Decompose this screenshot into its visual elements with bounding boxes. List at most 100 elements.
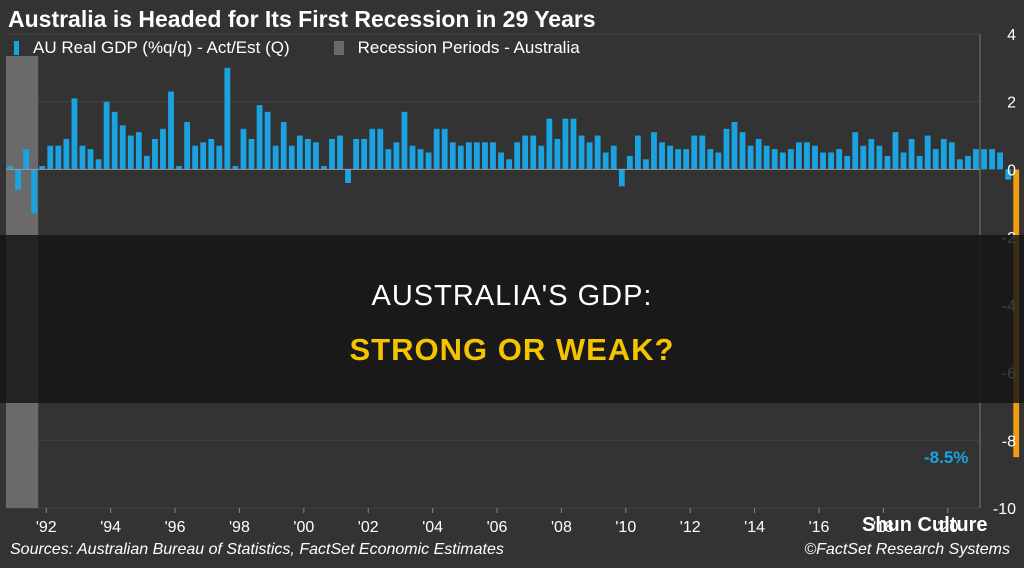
bar — [127, 135, 134, 170]
bar — [844, 155, 851, 170]
y-tick-label: -10 — [993, 501, 1016, 518]
bar — [715, 152, 722, 170]
bar — [385, 149, 392, 170]
bar — [852, 132, 859, 170]
bar — [779, 152, 786, 170]
x-tick-label: '10 — [615, 519, 636, 536]
bar — [304, 138, 311, 170]
bar — [361, 138, 368, 170]
bar — [554, 138, 561, 170]
bar — [264, 111, 271, 170]
bar — [755, 138, 762, 170]
bar — [876, 145, 883, 170]
bar — [675, 149, 682, 170]
bar — [176, 166, 182, 170]
bar — [498, 152, 504, 170]
bar — [546, 118, 553, 170]
bar — [409, 145, 416, 170]
x-tick-label: '02 — [358, 519, 379, 536]
bar — [433, 128, 440, 170]
bar — [216, 145, 223, 170]
bar — [337, 135, 343, 170]
bar — [940, 138, 947, 170]
y-tick-label: 0 — [1007, 162, 1016, 179]
bar — [667, 145, 673, 170]
bar — [514, 142, 521, 170]
bar — [1005, 169, 1012, 180]
bar — [79, 145, 86, 170]
bar — [538, 145, 545, 170]
bar — [272, 145, 279, 170]
bar — [15, 169, 21, 190]
bar — [860, 145, 867, 170]
bar — [457, 145, 464, 170]
bar — [152, 138, 158, 170]
bar — [787, 149, 794, 170]
bar — [313, 142, 319, 170]
bar — [393, 142, 400, 170]
bar — [643, 159, 649, 170]
bar — [441, 128, 448, 170]
bar — [240, 128, 247, 170]
bar — [747, 145, 754, 170]
bar — [916, 155, 923, 170]
bar — [7, 166, 13, 170]
y-tick-label: -8 — [1002, 433, 1016, 450]
bar — [981, 149, 987, 170]
bar — [168, 91, 174, 170]
x-tick-label: '08 — [551, 519, 572, 536]
x-tick-label: '12 — [680, 519, 701, 536]
bar — [482, 142, 488, 170]
bar — [634, 135, 641, 170]
bar — [296, 135, 303, 170]
bar — [111, 111, 118, 170]
bar — [884, 155, 891, 170]
bar — [490, 142, 496, 170]
bar — [280, 122, 287, 170]
bar — [626, 155, 633, 170]
bar — [956, 159, 963, 170]
bar — [795, 142, 802, 170]
y-tick-label: 2 — [1007, 95, 1016, 112]
bar — [345, 169, 352, 183]
y-tick-label: 4 — [1007, 27, 1016, 44]
x-tick-label: '18 — [873, 519, 894, 536]
x-tick-label: '04 — [422, 519, 443, 536]
bar — [618, 169, 625, 187]
bar — [401, 111, 408, 170]
legend-label-gdp: AU Real GDP (%q/q) - Act/Est (Q) — [33, 38, 290, 57]
chart-copyright: ©FactSet Research Systems — [804, 541, 1010, 558]
bar — [329, 138, 335, 170]
bar — [465, 142, 472, 170]
bar — [731, 122, 738, 170]
legend-swatch-recession — [333, 41, 344, 55]
bar — [103, 101, 110, 170]
bar — [160, 128, 166, 170]
bar — [965, 155, 971, 170]
bar — [723, 128, 730, 170]
bar — [610, 145, 617, 170]
bar — [997, 152, 1004, 170]
x-tick-label: '92 — [36, 519, 57, 536]
data-label-latest: -8.5% — [924, 448, 969, 467]
bar — [522, 135, 529, 170]
bar — [31, 169, 38, 214]
bar — [602, 152, 609, 170]
bar — [55, 145, 62, 170]
chart-title: Australia is Headed for Its First Recess… — [8, 6, 596, 32]
bar — [820, 152, 826, 170]
bar — [578, 135, 585, 170]
bar — [659, 142, 665, 170]
x-tick-label: '06 — [487, 519, 508, 536]
bar — [804, 142, 810, 170]
legend-swatch-gdp — [14, 41, 19, 55]
bar — [699, 135, 706, 170]
watermark-logo: Shun Culture — [862, 514, 988, 536]
bar — [119, 125, 126, 170]
bar — [248, 138, 255, 170]
bar — [948, 142, 955, 170]
bar — [143, 155, 150, 170]
bar — [369, 128, 376, 170]
bar — [192, 145, 199, 170]
x-axis-tick-labels: '92 '94 '96 '98 '00 '02 '04 '06 '08 '10 '12 '14 '16 '… — [36, 508, 958, 536]
